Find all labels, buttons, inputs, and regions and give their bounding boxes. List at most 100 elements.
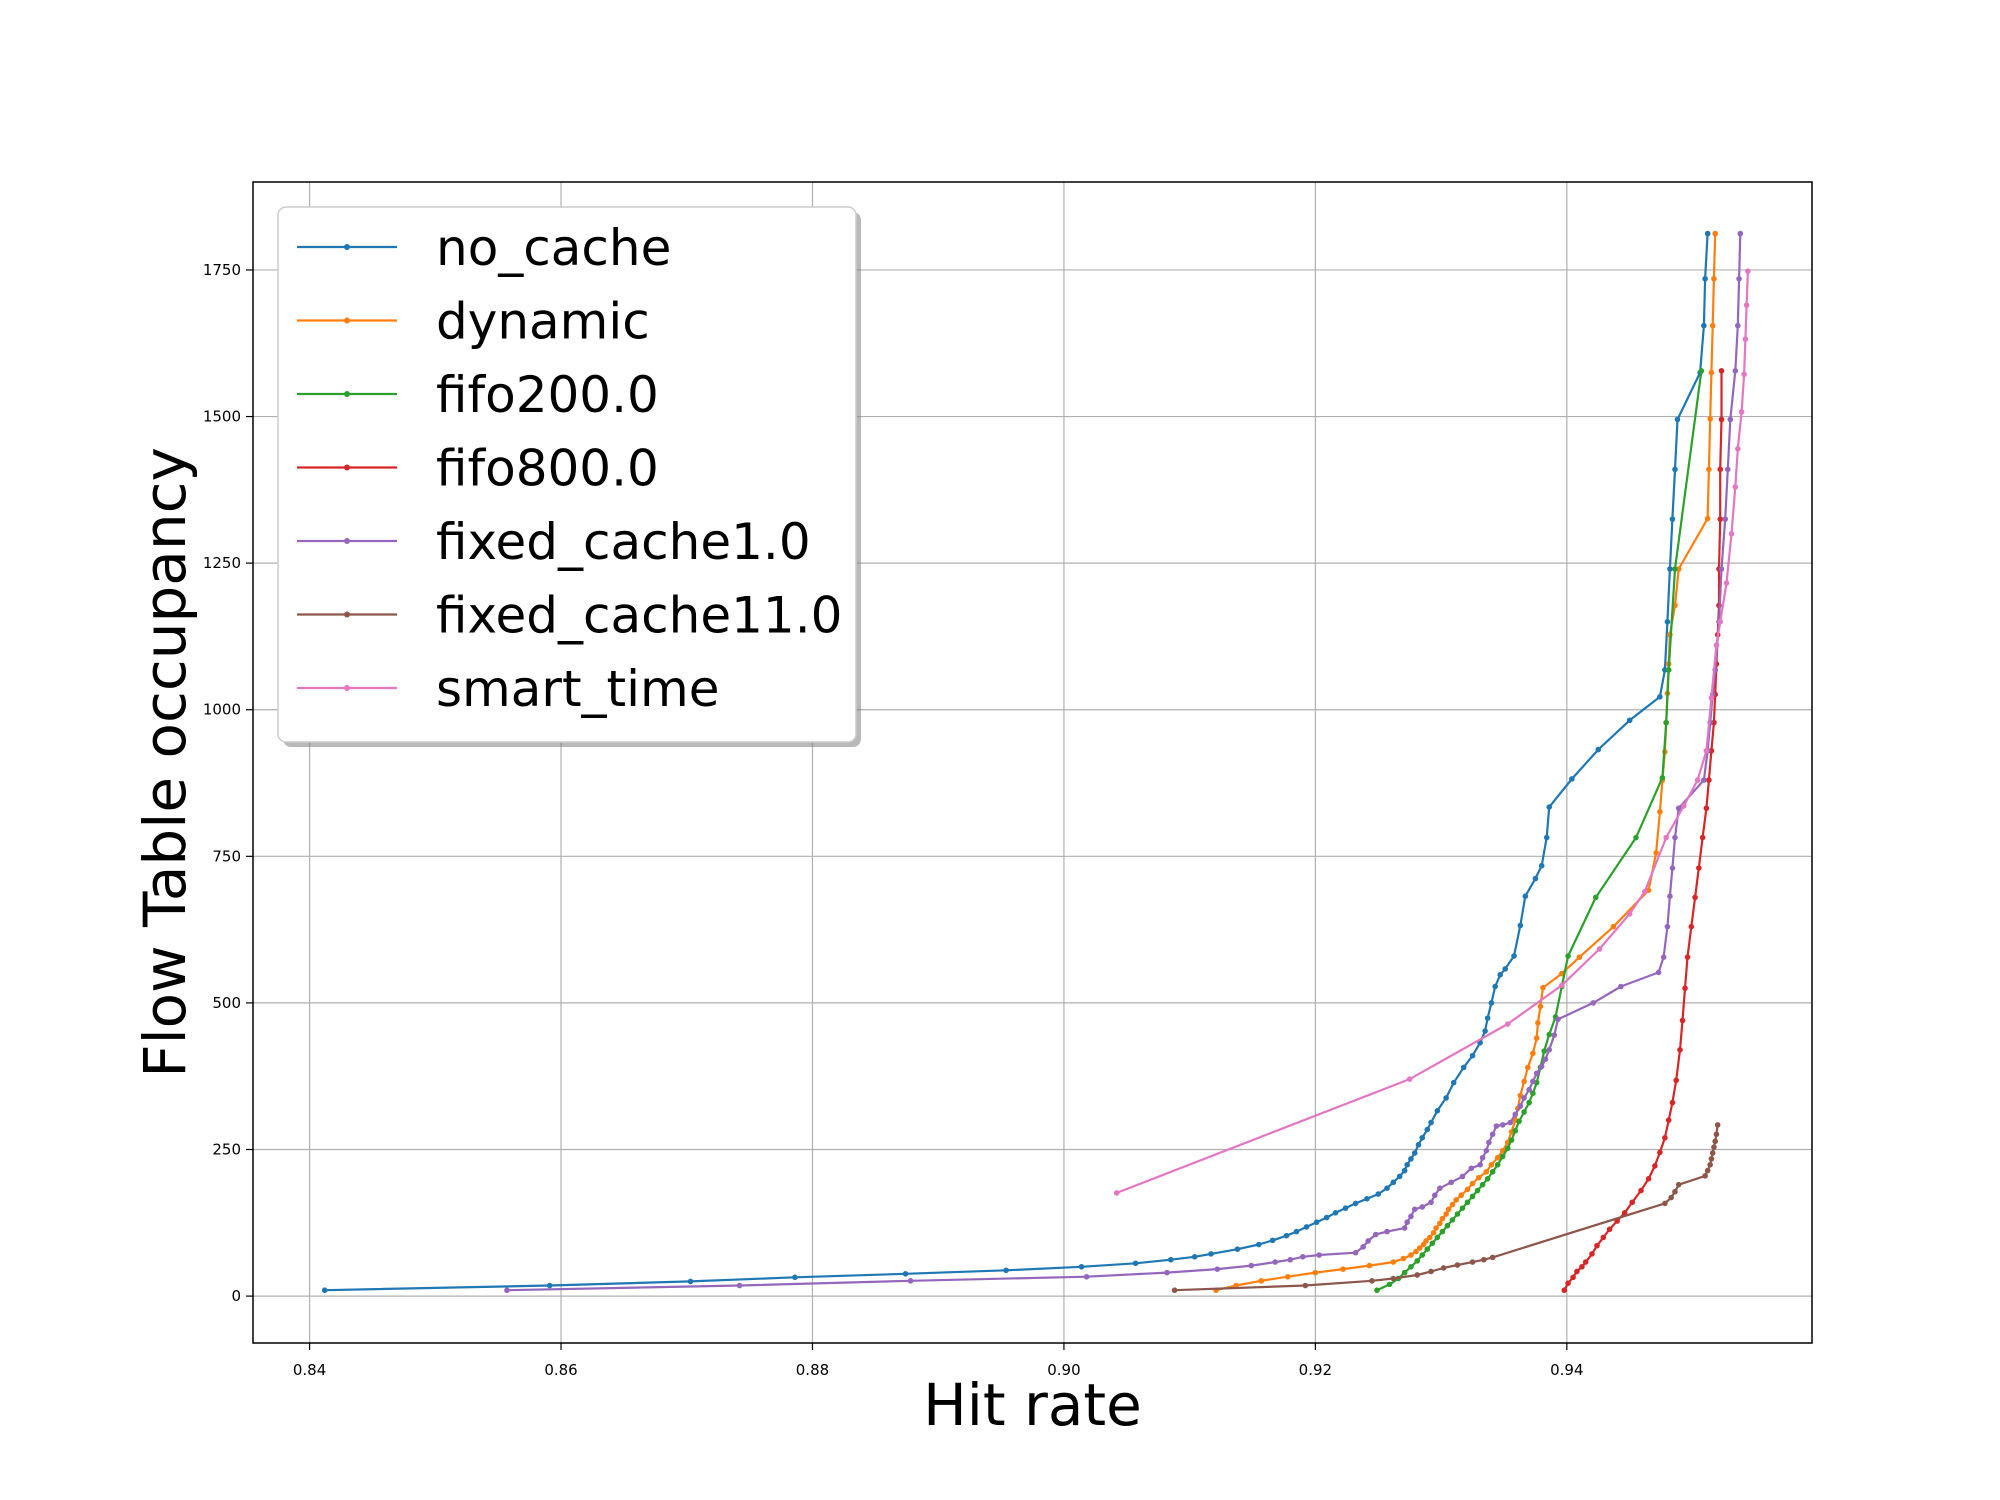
data-point-no-cache xyxy=(1469,1052,1476,1059)
data-point-fifo200-0 xyxy=(1592,894,1599,901)
data-point-no-cache xyxy=(1701,322,1707,329)
data-point-dynamic xyxy=(1400,1255,1407,1262)
data-point-fifo200-0 xyxy=(1414,1258,1421,1264)
data-point-fixed-cache1-0 xyxy=(1542,1056,1549,1062)
data-point-no-cache xyxy=(1003,1267,1009,1274)
data-point-no-cache xyxy=(1078,1263,1085,1270)
data-point-smart-time xyxy=(1406,1076,1413,1082)
data-point-fixed-cache11-0 xyxy=(1668,1194,1674,1201)
series-smart-time xyxy=(1113,268,1751,1196)
data-point-fixed-cache1-0 xyxy=(1489,1131,1496,1138)
data-point-fifo800-0 xyxy=(1629,1199,1636,1206)
data-point-dynamic xyxy=(1433,1225,1439,1231)
data-point-fixed-cache1-0 xyxy=(1675,805,1682,812)
data-point-no-cache xyxy=(1460,1064,1467,1071)
data-point-smart-time xyxy=(1680,803,1687,809)
data-point-dynamic xyxy=(1494,1154,1501,1161)
data-point-no-cache xyxy=(1390,1179,1397,1186)
data-point-fixed-cache1-0 xyxy=(1486,1139,1492,1146)
data-point-fifo200-0 xyxy=(1659,774,1666,781)
x-tick-label: 0.84 xyxy=(293,1361,326,1379)
data-point-fixed-cache1-0 xyxy=(1164,1269,1170,1276)
data-point-fixed-cache11-0 xyxy=(1704,1167,1711,1174)
data-point-fixed-cache1-0 xyxy=(1735,322,1741,329)
data-point-dynamic xyxy=(1610,923,1617,930)
y-tick-label: 500 xyxy=(212,994,241,1012)
data-point-fifo200-0 xyxy=(1565,953,1571,959)
data-point-fixed-cache1-0 xyxy=(1533,1070,1540,1077)
data-point-fixed-cache1-0 xyxy=(1736,275,1742,282)
data-point-dynamic xyxy=(1533,1035,1540,1041)
data-point-no-cache xyxy=(1657,694,1663,700)
data-point-dynamic xyxy=(1437,1220,1443,1227)
data-point-smart-time xyxy=(1743,302,1750,308)
data-point-fifo800-0 xyxy=(1677,1047,1683,1053)
data-point-fifo200-0 xyxy=(1469,1193,1476,1200)
data-point-fifo800-0 xyxy=(1645,1176,1652,1182)
data-point-fifo800-0 xyxy=(1606,1226,1613,1233)
data-point-fixed-cache11-0 xyxy=(1414,1272,1421,1278)
data-point-fifo200-0 xyxy=(1512,1127,1519,1134)
data-point-dynamic xyxy=(1464,1186,1471,1193)
data-point-fifo200-0 xyxy=(1374,1287,1380,1294)
data-point-fixed-cache11-0 xyxy=(1171,1287,1178,1294)
data-point-no-cache xyxy=(1408,1156,1414,1162)
data-point-fixed-cache11-0 xyxy=(1708,1156,1715,1162)
legend-marker-smart-time xyxy=(344,685,350,691)
data-point-fixed-cache11-0 xyxy=(1428,1268,1434,1275)
data-point-fifo200-0 xyxy=(1464,1199,1471,1206)
data-point-fixed-cache1-0 xyxy=(1507,1119,1514,1126)
data-point-fixed-cache1-0 xyxy=(1727,416,1734,423)
data-point-dynamic xyxy=(1366,1262,1373,1269)
data-point-fixed-cache1-0 xyxy=(1428,1199,1434,1206)
data-point-no-cache xyxy=(1674,416,1681,423)
data-point-fixed-cache1-0 xyxy=(1083,1273,1090,1280)
data-point-fixed-cache1-0 xyxy=(1551,1032,1558,1038)
data-point-fixed-cache1-0 xyxy=(736,1282,743,1289)
data-point-smart-time xyxy=(1742,336,1749,342)
data-point-fixed-cache1-0 xyxy=(1248,1262,1255,1269)
data-point-fifo800-0 xyxy=(1570,1274,1576,1281)
data-point-fifo200-0 xyxy=(1424,1246,1431,1252)
data-point-fifo200-0 xyxy=(1633,834,1639,841)
data-point-fifo200-0 xyxy=(1429,1240,1436,1247)
data-point-fifo800-0 xyxy=(1662,1134,1668,1141)
data-point-dynamic xyxy=(1708,369,1715,376)
data-point-smart-time xyxy=(1596,946,1603,952)
data-point-fixed-cache11-0 xyxy=(1469,1259,1476,1265)
series-fixed-cache1-0 xyxy=(504,230,1744,1294)
data-point-fifo200-0 xyxy=(1499,1153,1506,1160)
data-point-dynamic xyxy=(1413,1248,1419,1255)
data-point-fixed-cache1-0 xyxy=(1411,1206,1418,1213)
data-point-fixed-cache1-0 xyxy=(1493,1123,1500,1129)
data-point-no-cache xyxy=(1595,746,1602,753)
data-point-no-cache xyxy=(321,1287,328,1294)
data-point-fixed-cache1-0 xyxy=(1526,1086,1532,1093)
data-point-dynamic xyxy=(1709,322,1716,329)
data-point-fifo800-0 xyxy=(1696,865,1702,871)
data-point-smart-time xyxy=(1641,888,1648,895)
data-point-fixed-cache1-0 xyxy=(1618,983,1624,990)
data-point-smart-time xyxy=(1694,777,1701,783)
x-tick-label: 0.90 xyxy=(1047,1361,1080,1379)
data-point-fifo800-0 xyxy=(1600,1234,1607,1241)
data-point-dynamic xyxy=(1340,1266,1346,1272)
data-point-dynamic xyxy=(1483,1168,1490,1175)
legend-marker-fixed-cache11-0 xyxy=(344,611,350,618)
data-point-fixed-cache1-0 xyxy=(1214,1266,1221,1272)
data-point-fixed-cache1-0 xyxy=(1365,1238,1371,1244)
y-axis-label: Flow Table occupancy xyxy=(131,447,199,1078)
data-point-fixed-cache1-0 xyxy=(1360,1244,1366,1250)
data-point-no-cache xyxy=(1497,971,1503,978)
data-point-fifo800-0 xyxy=(1682,985,1688,992)
data-point-fixed-cache1-0 xyxy=(1669,865,1676,871)
legend-label-fixed-cache11-0: fixed_cache11.0 xyxy=(436,587,842,645)
x-axis-ticks: 0.84 0.86 0.88 0.90 0.92 0.94 xyxy=(293,1343,1584,1379)
data-point-no-cache xyxy=(1450,1079,1457,1086)
data-point-dynamic xyxy=(1258,1278,1265,1284)
data-point-no-cache xyxy=(1702,275,1708,282)
data-point-no-cache xyxy=(1283,1232,1290,1239)
data-point-fixed-cache11-0 xyxy=(1481,1256,1487,1263)
data-point-fixed-cache1-0 xyxy=(1664,923,1671,930)
data-point-smart-time xyxy=(1723,580,1730,586)
